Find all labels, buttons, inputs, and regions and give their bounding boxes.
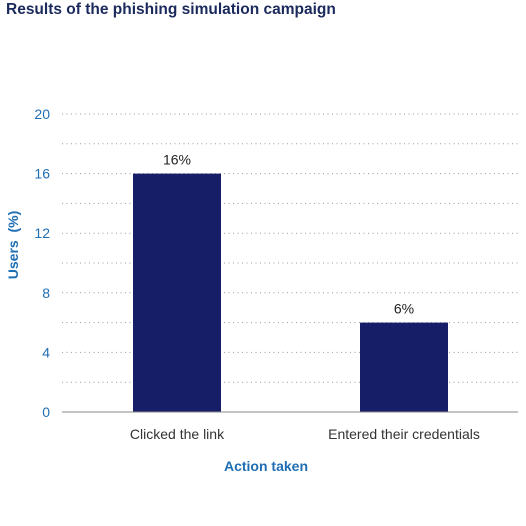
x-axis-categories: Clicked the link Entered their credential… <box>130 426 480 442</box>
x-axis-title: Action taken <box>224 458 308 474</box>
x-tick-label: Clicked the link <box>130 426 225 442</box>
y-axis-title: Users (%) <box>5 211 21 279</box>
data-label: 6% <box>394 301 414 317</box>
data-label: 16% <box>163 152 191 168</box>
bar <box>133 173 221 412</box>
bars <box>133 173 448 412</box>
y-tick-label: 4 <box>42 344 50 360</box>
y-tick-label: 12 <box>34 225 50 241</box>
y-tick-label: 0 <box>42 404 50 420</box>
y-tick-label: 16 <box>34 166 50 182</box>
gridlines <box>62 113 518 383</box>
y-axis-ticks: 0 4 8 12 16 20 <box>34 106 50 420</box>
chart-title: Results of the phishing simulation campa… <box>6 1 336 18</box>
bar <box>360 322 448 412</box>
data-labels: 16% 6% <box>163 152 414 317</box>
y-tick-label: 8 <box>42 285 50 301</box>
x-tick-label: Entered their credentials <box>328 426 480 442</box>
y-tick-label: 20 <box>34 106 50 122</box>
